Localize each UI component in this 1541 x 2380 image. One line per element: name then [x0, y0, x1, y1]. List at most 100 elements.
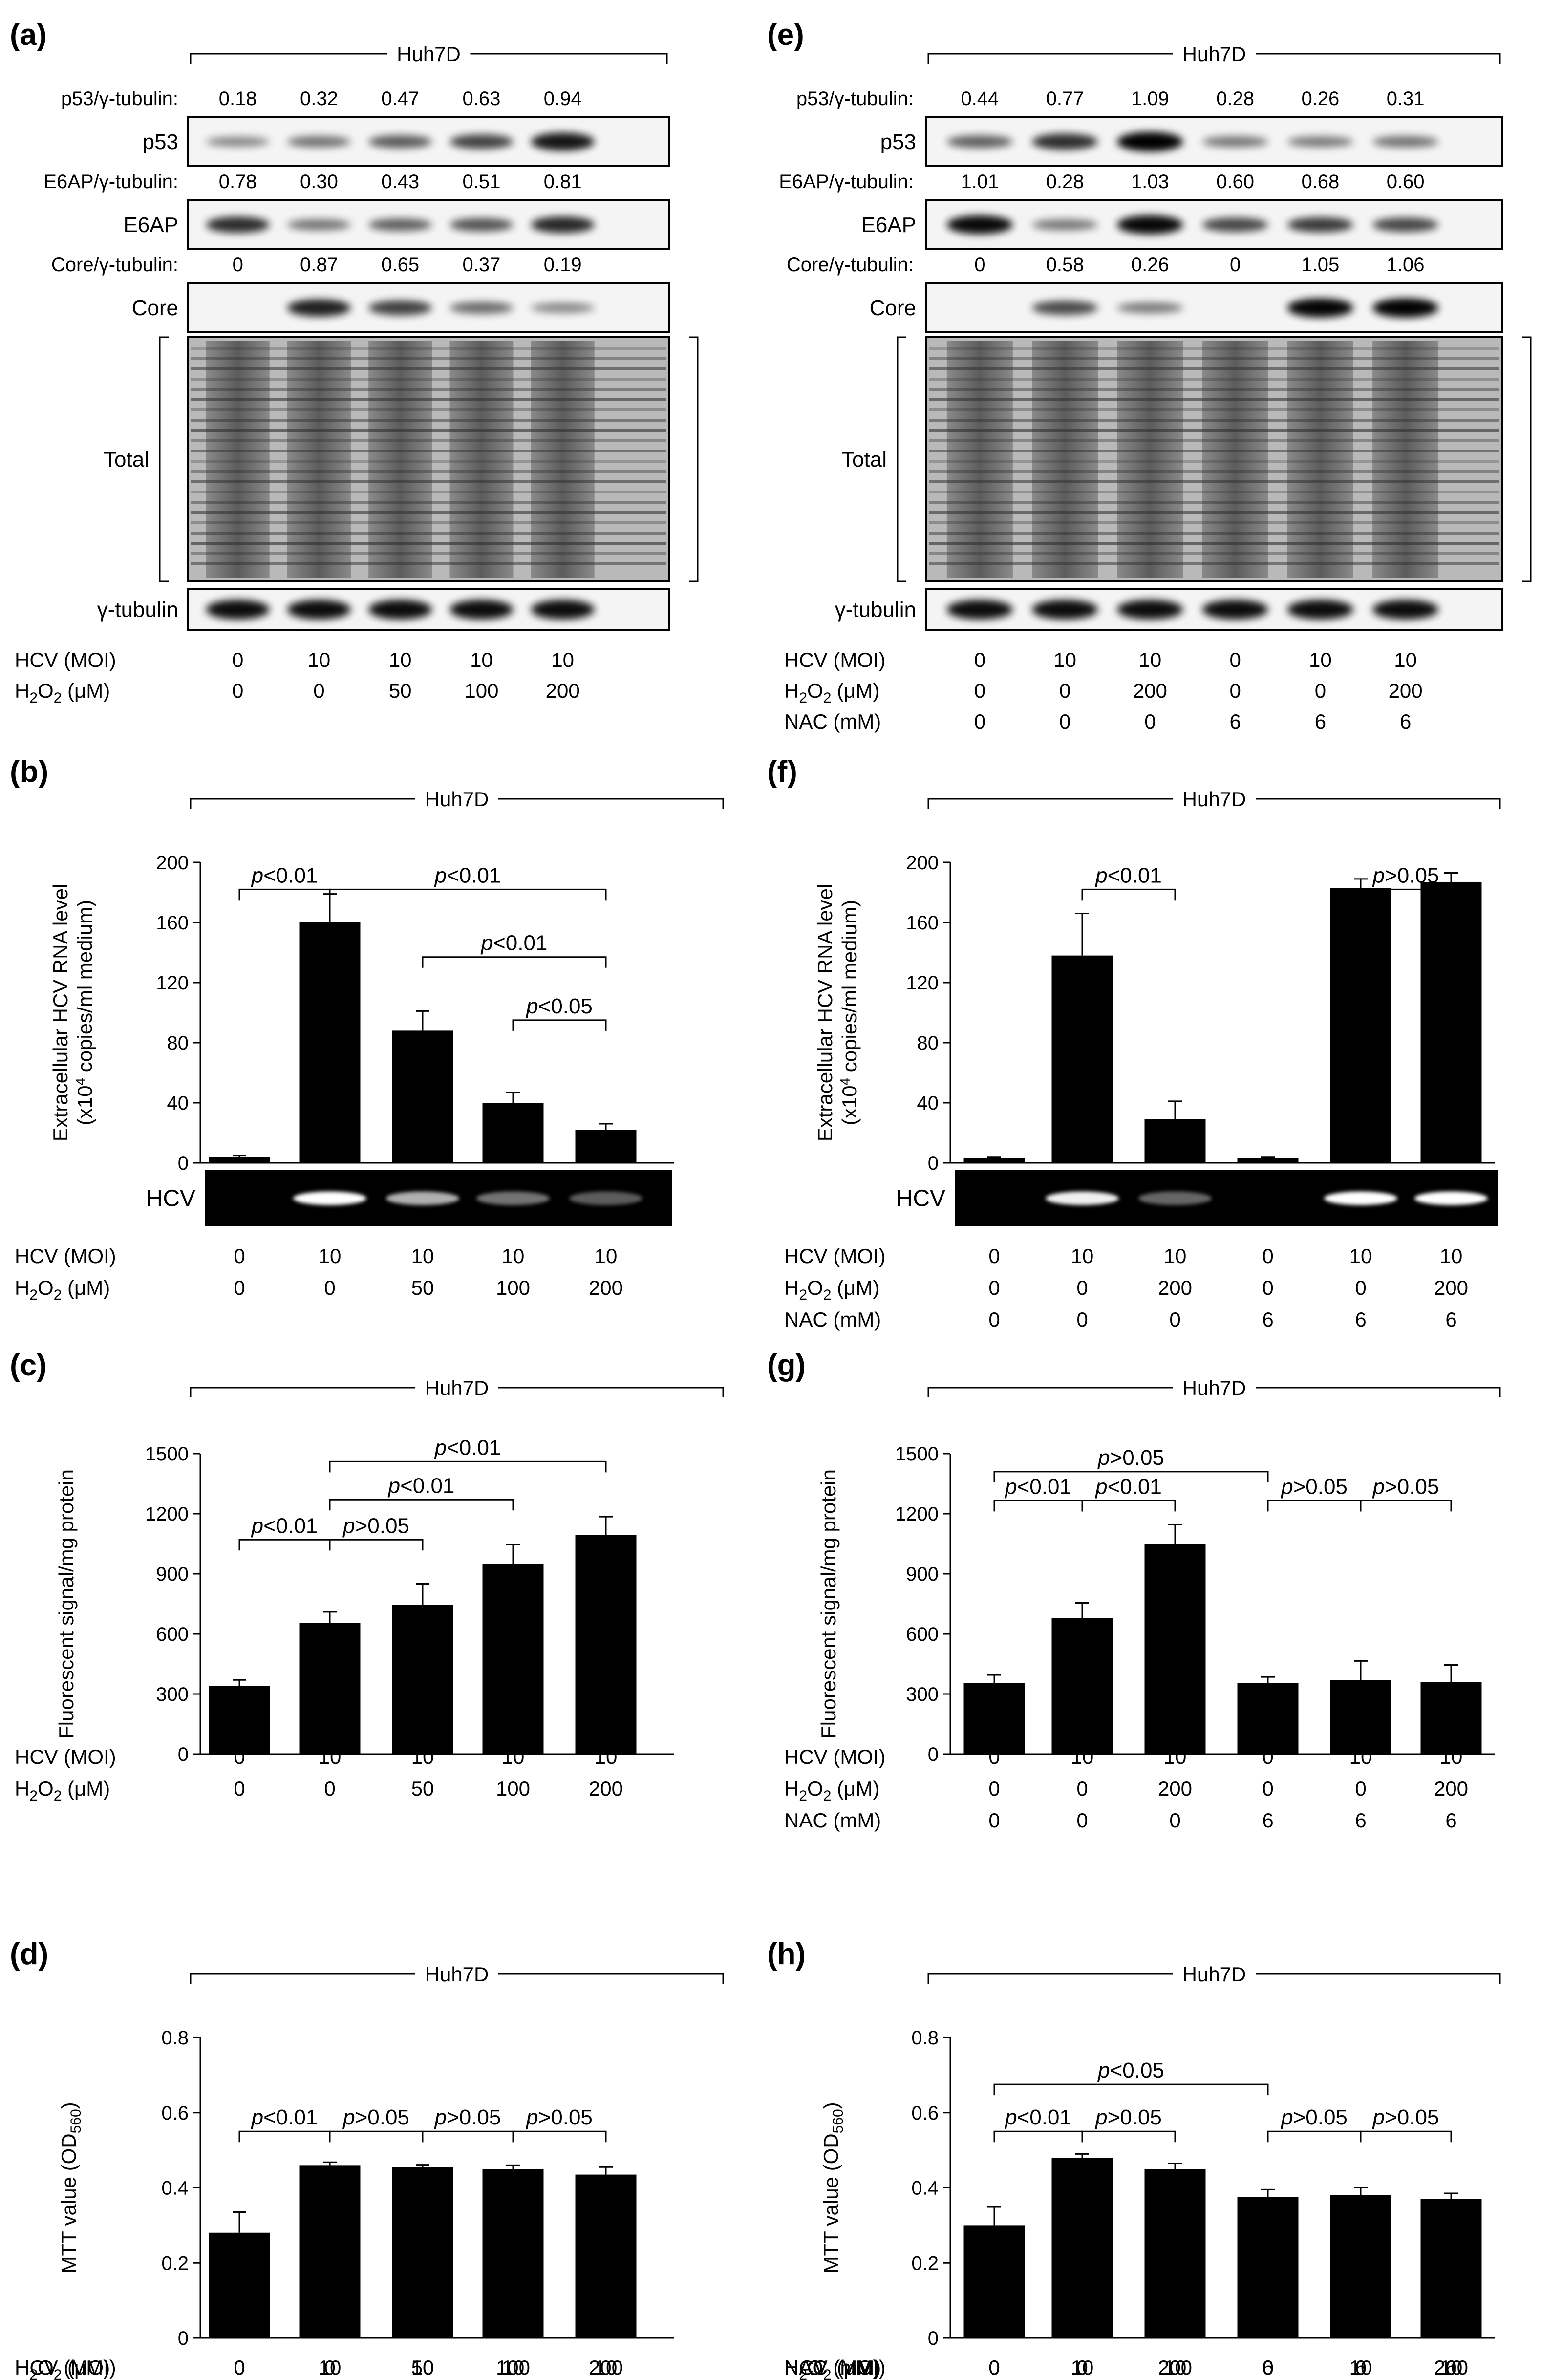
- y-axis-title: Extracellular HCV RNA level: [813, 884, 836, 1142]
- panel-g-condition-label: HCV (MOI): [784, 1745, 886, 1768]
- y-tick-label: 40: [167, 1093, 189, 1114]
- panel-d-cell-line: Huh7D: [425, 1963, 489, 1986]
- panel-c-condition-value: 100: [496, 1777, 530, 1800]
- total-protein-band: [929, 460, 1499, 463]
- panel-c-condition-value: 0: [234, 1777, 245, 1800]
- panel-e-condition-label: HCV (MOI): [784, 648, 886, 671]
- panel-c-condition-value: 0: [324, 1777, 335, 1800]
- significance-label: p>0.05: [1372, 863, 1439, 887]
- protein-band: [946, 135, 1013, 148]
- y-tick-label: 0: [178, 2328, 189, 2349]
- panel-d-condition-label: HCV (MOI): [15, 2356, 116, 2379]
- panel-d-condition-value: 10: [411, 2356, 434, 2379]
- panel-g-condition-label: H2O2 (μM): [784, 1777, 879, 1804]
- significance-bracket: [993, 2083, 1269, 2096]
- y-axis-title: MTT value (OD560): [57, 2102, 84, 2273]
- panel-b-condition-value: 100: [496, 1276, 530, 1299]
- total-protein-band: [929, 521, 1499, 524]
- panel-a-condition-value: 10: [308, 648, 331, 671]
- panel-b-condition-value: 10: [319, 1244, 342, 1267]
- significance-bracket: [422, 956, 607, 968]
- blot-total-strip: Total: [104, 336, 699, 582]
- panel-label-h: (h): [767, 1937, 806, 1971]
- bar: [575, 1535, 637, 1754]
- significance-bracket: [329, 1539, 424, 1551]
- bar: [963, 1158, 1025, 1163]
- significance-label: p<0.01: [1094, 1475, 1162, 1499]
- panel-e-condition-value: 0: [1229, 648, 1241, 671]
- ratio-value: 0.60: [1387, 171, 1425, 193]
- panel-c-condition-value: 10: [502, 1745, 525, 1768]
- bar: [1051, 955, 1113, 1163]
- significance-label: p<0.01: [1094, 863, 1162, 887]
- panel-e-condition-value: 6: [1229, 710, 1241, 733]
- significance-label: p>0.05: [342, 1514, 409, 1538]
- panel-g-condition-value: 6: [1445, 1809, 1456, 1832]
- panel-b-condition-value: 0: [234, 1244, 245, 1267]
- total-protein-band: [191, 470, 666, 473]
- total-protein-band: [191, 542, 666, 545]
- protein-band: [1372, 136, 1439, 148]
- panel-label-d: (d): [10, 1937, 48, 1971]
- panel-f-condition-label: NAC (mM): [784, 1308, 881, 1331]
- protein-band: [449, 301, 514, 314]
- ratio-value: 0.30: [300, 171, 338, 193]
- total-protein-band: [929, 429, 1499, 432]
- panel-a-condition-value: 0: [232, 679, 243, 702]
- panel-g-condition-value: 10: [1440, 1745, 1463, 1768]
- y-tick-label: 1500: [145, 1443, 189, 1465]
- total-protein-band: [191, 439, 666, 442]
- panel-e-condition-value: 0: [974, 679, 985, 702]
- significance-label: p<0.05: [1097, 2058, 1164, 2082]
- protein-band: [1287, 298, 1353, 318]
- panel-h-condition-value: 0: [1076, 2356, 1088, 2379]
- panel-d-condition-value: 0: [324, 2356, 335, 2379]
- panel-h-condition-value: 0: [1262, 2356, 1273, 2379]
- gel-label: HCV: [146, 1186, 195, 1212]
- total-protein-band: [929, 470, 1499, 473]
- significance-label: p<0.01: [251, 1514, 318, 1538]
- ratio-value: 0.77: [1046, 88, 1084, 109]
- panel-h-condition-value: 0: [1262, 2356, 1273, 2379]
- panel-e-condition-value: 200: [1133, 679, 1167, 702]
- blot-label: Core: [870, 296, 916, 320]
- panel-b-condition-label: HCV (MOI): [15, 1244, 116, 1267]
- protein-band: [287, 219, 351, 231]
- panel-f-condition-value: 0: [988, 1276, 1000, 1299]
- rna-band: [569, 1191, 642, 1205]
- significance-label: p<0.01: [387, 1474, 455, 1498]
- ratio-label: p53/γ-tubulin:: [796, 88, 914, 109]
- panel-h-condition-value: 0: [1076, 2356, 1088, 2379]
- y-axis-title: Fluorescent signal/mg protein: [55, 1469, 78, 1738]
- ratio-value: 0.63: [463, 88, 501, 109]
- y-tick-label: 120: [156, 972, 189, 994]
- panel-e-condition-value: 0: [1144, 710, 1156, 733]
- total-protein-band: [929, 552, 1499, 555]
- y-tick-label: 0: [928, 2328, 939, 2349]
- bar: [1144, 1119, 1206, 1163]
- total-bracket-right: [689, 336, 699, 582]
- protein-band: [368, 135, 432, 149]
- significance-bracket: [1081, 888, 1176, 901]
- y-axis-title-group: MTT value (OD560): [57, 2102, 84, 2273]
- panel-h-condition-value: 6: [1355, 2356, 1366, 2379]
- bar: [392, 2167, 453, 2338]
- protein-band: [449, 134, 514, 149]
- panel-e-condition-value: 0: [1315, 679, 1326, 702]
- significance-bracket: [1267, 2130, 1362, 2143]
- y-axis-title: Fluorescent signal/mg protein: [817, 1469, 840, 1738]
- panel-c-condition-value: 10: [319, 1745, 342, 1768]
- y-tick-label: 80: [167, 1032, 189, 1054]
- blot-total-strip: Total: [841, 336, 1532, 582]
- panel-a-condition-label: HCV (MOI): [15, 648, 116, 671]
- panel-f-condition-value: 0: [1076, 1308, 1088, 1331]
- protein-band: [449, 218, 514, 232]
- panel-c-condition-value: 10: [595, 1745, 618, 1768]
- bar: [963, 1683, 1025, 1754]
- panel-b-condition-value: 10: [502, 1244, 525, 1267]
- total-bracket-left: [159, 336, 169, 582]
- total-protein-band: [929, 357, 1499, 360]
- total-protein-lane: [287, 341, 351, 578]
- panel-e-condition-label: NAC (mM): [784, 710, 881, 733]
- rna-band: [386, 1191, 459, 1205]
